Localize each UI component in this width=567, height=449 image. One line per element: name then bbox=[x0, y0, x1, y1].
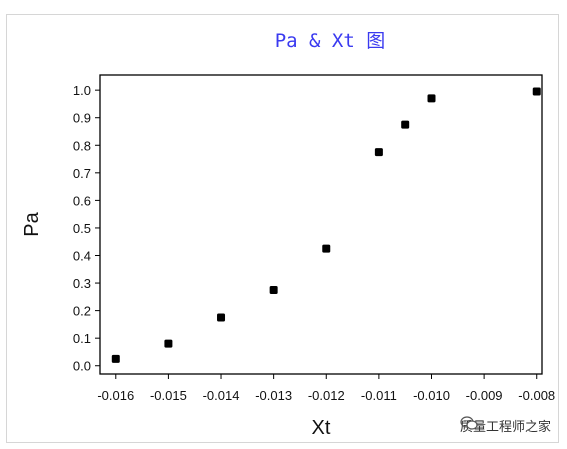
x-tick-label: -0.012 bbox=[308, 388, 345, 403]
x-tick-label: -0.011 bbox=[361, 388, 397, 403]
y-axis: 0.0 0.1 0.2 0.3 0.4 0.5 0.6 0.7 0.8 0.9 1.0 bbox=[73, 83, 100, 374]
watermark: 质量工程师之家 bbox=[460, 416, 551, 435]
y-tick-label: 0.6 bbox=[73, 193, 91, 208]
chart-title: Pa & Xt 图 bbox=[275, 30, 386, 52]
y-tick-label: 1.0 bbox=[73, 83, 91, 98]
x-tick-label: -0.014 bbox=[203, 388, 240, 403]
watermark-text: 质量工程师之家 bbox=[459, 420, 551, 435]
data-point bbox=[374, 148, 383, 157]
y-tick-label: 0.7 bbox=[73, 166, 91, 181]
x-tick-label: -0.013 bbox=[255, 388, 292, 403]
y-tick-label: 0.1 bbox=[73, 331, 91, 346]
x-tick-label: -0.015 bbox=[150, 388, 187, 403]
x-tick-label: -0.010 bbox=[413, 388, 450, 403]
x-axis: -0.016 -0.015 -0.014 -0.013 -0.012 -0.011 -0.0… bbox=[97, 374, 555, 403]
data-point bbox=[269, 285, 278, 294]
data-point bbox=[164, 339, 173, 348]
y-tick-label: 0.8 bbox=[73, 138, 91, 153]
x-axis-label: Xt bbox=[312, 417, 331, 439]
data-point bbox=[401, 120, 410, 129]
y-tick-label: 0.0 bbox=[73, 359, 91, 374]
wechat-icon bbox=[460, 416, 478, 430]
data-point bbox=[322, 244, 331, 253]
x-tick-label: -0.016 bbox=[97, 388, 134, 403]
x-tick-label: -0.008 bbox=[518, 388, 555, 403]
plot-area bbox=[99, 74, 543, 375]
y-tick-label: 0.4 bbox=[73, 249, 91, 264]
y-tick-label: 0.2 bbox=[73, 304, 91, 319]
data-point bbox=[532, 87, 541, 96]
data-point bbox=[217, 313, 226, 322]
chart-frame bbox=[6, 14, 559, 443]
y-axis-label: Pa bbox=[21, 211, 43, 236]
x-tick-label: -0.009 bbox=[466, 388, 503, 403]
y-tick-label: 0.5 bbox=[73, 221, 91, 236]
y-tick-label: 0.3 bbox=[73, 276, 91, 291]
data-points bbox=[111, 87, 541, 363]
data-point bbox=[427, 94, 436, 103]
data-point bbox=[111, 354, 120, 363]
y-tick-label: 0.9 bbox=[73, 111, 91, 126]
